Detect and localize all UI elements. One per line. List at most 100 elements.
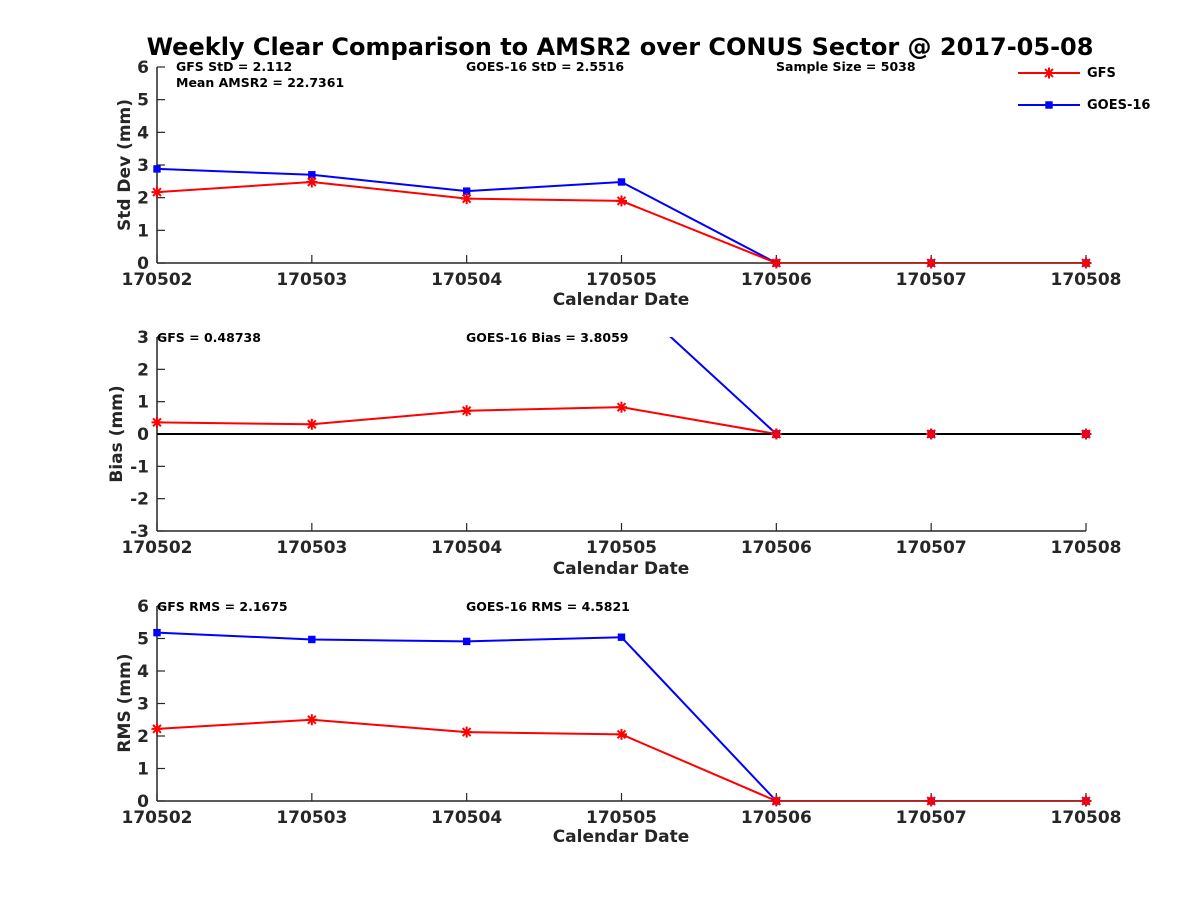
rms-goes16-point xyxy=(308,635,316,644)
bias-ytick-label: -1 xyxy=(130,457,149,477)
legend-gfs-marker-icon xyxy=(1043,67,1055,79)
rms-ytick-label: 1 xyxy=(137,760,149,780)
legend-item-goes16: GOES-16 xyxy=(1018,98,1150,113)
std-dev-ylabel: Std Dev (mm) xyxy=(115,99,135,231)
rms-ytick-label: 0 xyxy=(137,792,149,812)
bias-annot-goes: GOES-16 Bias = 3.8059 xyxy=(466,330,628,345)
rms-xtick-label: 170503 xyxy=(276,808,347,828)
rms-gfs-point xyxy=(925,795,937,807)
bias-xtick-label: 170506 xyxy=(741,538,812,558)
std-dev-goes16-point xyxy=(153,165,161,173)
std-dev-xtick-label: 170505 xyxy=(586,270,657,290)
std-dev-xlabel: Calendar Date xyxy=(553,290,690,310)
rms-annot-gfs: GFS RMS = 2.1675 xyxy=(157,599,288,614)
std-dev-annot-mean-amsr2: Mean AMSR2 = 22.7361 xyxy=(176,75,344,90)
bias-ytick-label: 0 xyxy=(137,425,149,445)
bias-xtick-label: 170503 xyxy=(276,538,347,558)
bias-annot-gfs: GFS = 0.48738 xyxy=(157,330,261,345)
std-dev-gfs-point xyxy=(461,193,473,205)
std-dev-annot-sample-size: Sample Size = 5038 xyxy=(776,59,916,74)
bias-gfs-point xyxy=(925,428,937,440)
rms-xtick-label: 170506 xyxy=(741,808,812,828)
rms-xlabel: Calendar Date xyxy=(553,827,690,847)
std-dev-xtick-label: 170506 xyxy=(741,270,812,290)
std-dev-ytick-label: 3 xyxy=(137,156,149,176)
std-dev-annot-gfs-std: GFS StD = 2.112 xyxy=(176,59,292,74)
bias-axes: -3 -2 -1 0 1 2 3 170502 170503 170504 170505 170506… xyxy=(122,328,1122,558)
std-dev-series-gfs-line xyxy=(157,180,1086,263)
std-dev-marker-layer xyxy=(151,165,1092,269)
bias-ytick-label: 1 xyxy=(137,393,149,413)
legend-marker-shape xyxy=(1045,101,1053,109)
bias-gfs-point xyxy=(1080,428,1092,440)
rms-xtick-label: 170505 xyxy=(586,808,657,828)
std-dev-axes: 0 1 2 3 4 5 6 170502 170503 170504 170505 170506 170… xyxy=(122,58,1122,290)
bias-xtick-label: 170507 xyxy=(896,538,967,558)
std-dev-ytick-label: 5 xyxy=(137,91,149,111)
rms-series-goes16-line xyxy=(157,631,1086,801)
std-dev-gfs-point xyxy=(616,195,627,207)
rms-ylabel: RMS (mm) xyxy=(115,653,135,752)
legend-gfs-label: GFS xyxy=(1087,66,1116,81)
bias-gfs-point xyxy=(461,405,473,417)
std-dev-xtick-label: 170508 xyxy=(1051,270,1122,290)
std-dev-ytick-label: 1 xyxy=(137,221,149,241)
rms-gfs-point xyxy=(306,714,318,726)
legend-goes16-marker-icon xyxy=(1045,101,1053,109)
rms-gfs-point xyxy=(461,726,473,738)
rms-panel: 0 1 2 3 4 5 6 170502 170503 170504 170505 170506 170… xyxy=(115,597,1121,847)
bias-xlabel: Calendar Date xyxy=(553,559,690,579)
bias-ytick-label: -3 xyxy=(130,522,149,542)
std-dev-gfs-point xyxy=(770,257,782,269)
bias-panel: -3 -2 -1 0 1 2 3 170502 170503 170504 170505 170506… xyxy=(107,328,1122,579)
rms-ytick-label: 4 xyxy=(137,662,149,682)
rms-ytick-label: 6 xyxy=(137,597,149,617)
rms-xtick-label: 170508 xyxy=(1051,808,1122,828)
legend: GFS GOES-16 xyxy=(1018,66,1150,113)
bias-ytick-label: 3 xyxy=(137,328,149,348)
bias-gfs-point xyxy=(151,416,163,428)
bias-ytick-label: -2 xyxy=(130,490,149,510)
std-dev-ytick-label: 0 xyxy=(137,254,149,274)
rms-gfs-point xyxy=(770,795,782,807)
bias-xtick-label: 170504 xyxy=(431,538,502,558)
std-dev-xtick-label: 170503 xyxy=(276,270,347,290)
chart-title: Weekly Clear Comparison to AMSR2 over CO… xyxy=(147,33,1094,61)
bias-ytick-label: 2 xyxy=(137,360,149,380)
std-dev-gfs-point xyxy=(306,176,318,188)
std-dev-ytick-label: 6 xyxy=(137,58,149,78)
rms-goes16-point xyxy=(462,637,471,646)
rms-axes: 0 1 2 3 4 5 6 170502 170503 170504 170505 170506 170… xyxy=(122,597,1122,828)
bias-ylabel: Bias (mm) xyxy=(107,385,127,482)
std-dev-panel: 0 1 2 3 4 5 6 170502 170503 170504 170505 170506 170… xyxy=(115,58,1121,310)
rms-gfs-point xyxy=(1080,795,1092,807)
bias-marker-layer xyxy=(151,401,1092,440)
legend-marker-shape xyxy=(1043,67,1055,79)
rms-xtick-label: 170504 xyxy=(431,808,502,828)
std-dev-ytick-label: 4 xyxy=(137,123,149,143)
rms-xtick-label: 170502 xyxy=(122,808,193,828)
bias-gfs-point xyxy=(306,418,318,430)
rms-series-layer xyxy=(157,631,1086,801)
rms-goes16-point xyxy=(617,633,626,641)
bias-xtick-label: 170502 xyxy=(122,538,193,558)
bias-gfs-point xyxy=(616,401,627,413)
std-dev-annot-goes-std: GOES-16 StD = 2.5516 xyxy=(466,59,624,74)
rms-marker-layer xyxy=(151,628,1092,807)
std-dev-xtick-label: 170502 xyxy=(122,270,193,290)
rms-gfs-point xyxy=(151,723,163,735)
rms-ytick-label: 3 xyxy=(137,695,149,715)
legend-goes16-label: GOES-16 xyxy=(1087,98,1150,113)
std-dev-gfs-point xyxy=(1080,257,1092,269)
legend-item-gfs: GFS xyxy=(1018,66,1116,81)
bias-xtick-label: 170505 xyxy=(586,538,657,558)
rms-goes16-point xyxy=(153,628,161,637)
bias-gfs-point xyxy=(770,428,782,440)
std-dev-gfs-point xyxy=(925,257,937,269)
rms-ytick-label: 5 xyxy=(137,630,149,650)
std-dev-ytick-label: 2 xyxy=(137,189,149,209)
rms-xtick-label: 170507 xyxy=(896,808,967,828)
rms-gfs-point xyxy=(616,728,627,740)
rms-annot-goes: GOES-16 RMS = 4.5821 xyxy=(466,599,630,614)
